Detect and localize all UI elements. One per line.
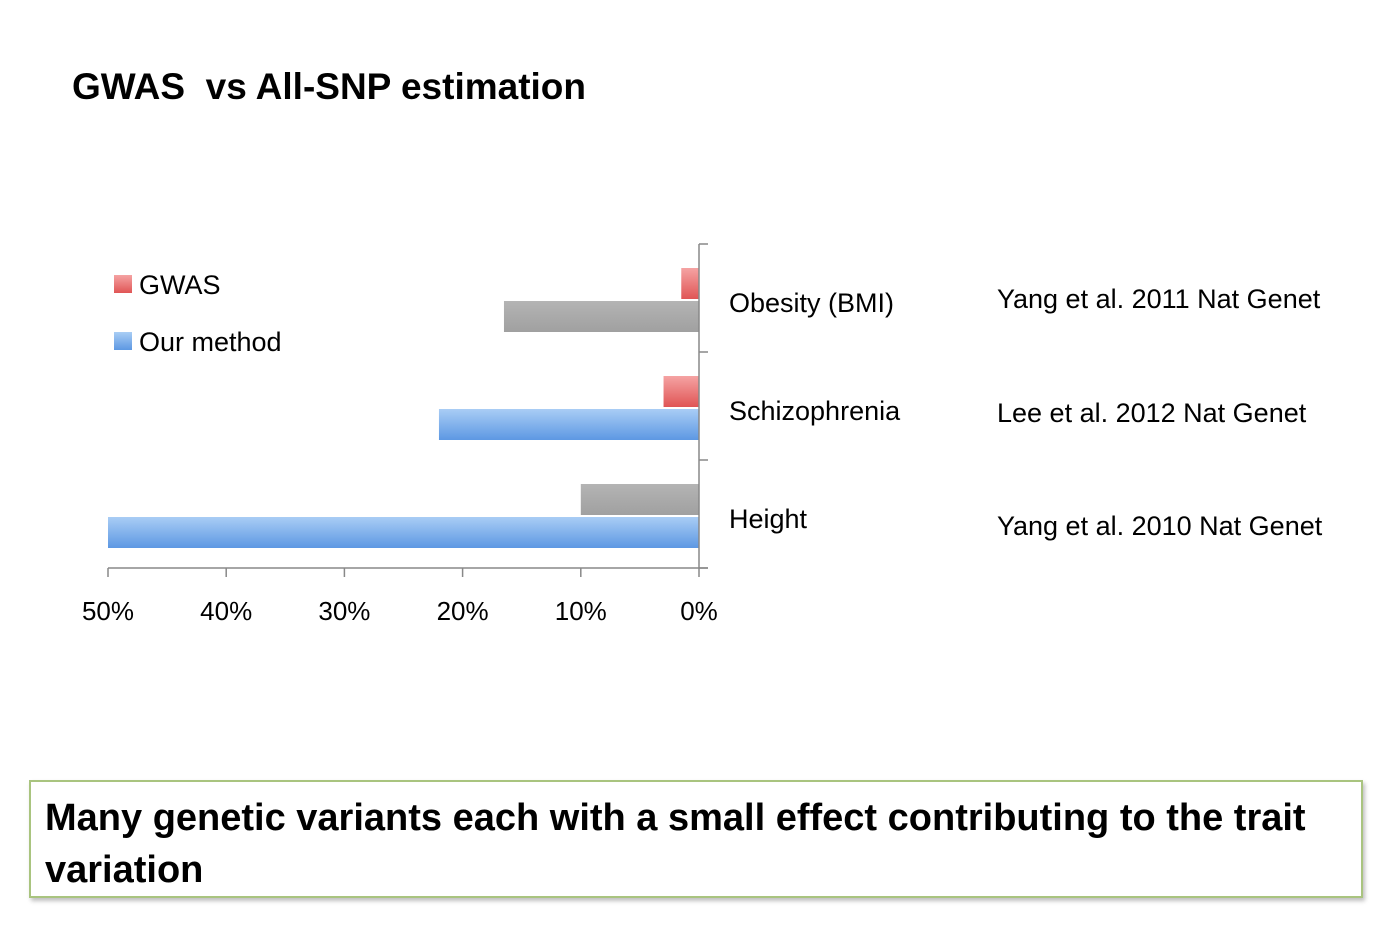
x-tick-label: 30% <box>318 596 370 626</box>
legend-label-gwas: GWAS <box>139 270 221 300</box>
legend-swatch-our-method <box>114 332 132 350</box>
bar-our-method-obesity-bmi <box>503 301 699 332</box>
x-tick-label: 40% <box>200 596 252 626</box>
bar-gwas-schizophrenia <box>663 376 699 407</box>
conclusion-box: Many genetic variants each with a small … <box>29 780 1363 898</box>
slide-title: GWAS vs All-SNP estimation <box>72 66 587 107</box>
legend-swatch-gwas <box>114 275 132 293</box>
reference-height: Yang et al. 2010 Nat Genet <box>997 511 1323 541</box>
x-tick-label: 20% <box>437 596 489 626</box>
bar-gwas-obesity-bmi <box>681 268 699 299</box>
reference-schizophrenia: Lee et al. 2012 Nat Genet <box>997 398 1307 428</box>
bar-our-method-schizophrenia <box>438 409 699 440</box>
conclusion-text: Many genetic variants each with a small … <box>45 797 1306 891</box>
category-label-schizophrenia: Schizophrenia <box>729 396 901 426</box>
bar-our-method-height <box>108 517 699 548</box>
category-label-height: Height <box>729 504 808 534</box>
category-label-obesity-bmi: Obesity (BMI) <box>729 288 894 318</box>
legend-label-our-method: Our method <box>139 327 282 357</box>
x-tick-label: 50% <box>82 596 134 626</box>
x-tick-label: 0% <box>680 596 718 626</box>
reference-obesity: Yang et al. 2011 Nat Genet <box>997 284 1321 314</box>
bar-gwas-height <box>580 484 699 515</box>
x-tick-label: 10% <box>555 596 607 626</box>
